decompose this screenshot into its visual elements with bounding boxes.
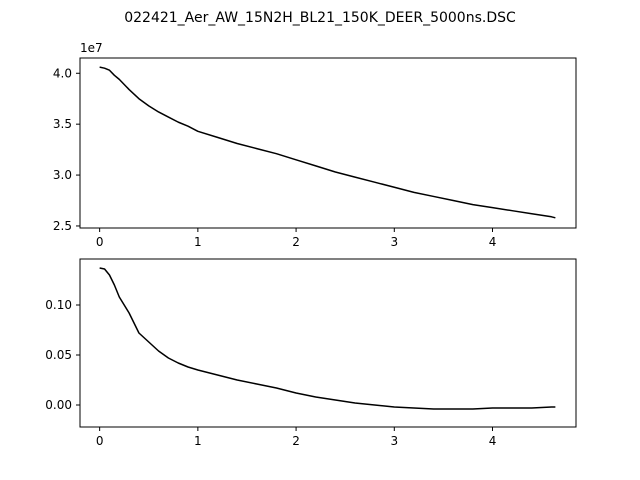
bottom-y-tick-label: 0.10 xyxy=(45,298,72,312)
top-x-tick-label: 2 xyxy=(292,235,300,249)
top-x-tick-label: 4 xyxy=(489,235,497,249)
top-x-tick-label: 1 xyxy=(194,235,202,249)
bottom-series-line xyxy=(99,267,556,410)
bottom-x-tick-label: 2 xyxy=(292,434,300,448)
top-y-tick-label: 4.0 xyxy=(53,66,72,80)
top-y-tick-label: 2.5 xyxy=(53,219,72,233)
top-subplot: 1e7 0 1 2 3 4 2.5 3.0 3.5 4.0 xyxy=(53,41,577,249)
top-series-line xyxy=(99,66,556,219)
bottom-x-tick-label: 3 xyxy=(390,434,398,448)
top-y-offset-label: 1e7 xyxy=(80,41,103,55)
bottom-x-tick-label: 0 xyxy=(96,434,104,448)
top-x-tick-label: 3 xyxy=(390,235,398,249)
top-x-tick-label: 0 xyxy=(96,235,104,249)
bottom-subplot: 0 1 2 3 4 0.00 0.05 0.10 xyxy=(45,258,577,448)
top-y-tick-label: 3.5 xyxy=(53,117,72,131)
figure-title: 022421_Aer_AW_15N2H_BL21_150K_DEER_5000n… xyxy=(124,10,516,26)
bottom-x-ticks: 0 1 2 3 4 xyxy=(96,427,497,448)
bottom-series-group xyxy=(99,267,556,410)
bottom-x-tick-label: 4 xyxy=(489,434,497,448)
top-y-ticks: 2.5 3.0 3.5 4.0 xyxy=(53,66,80,233)
top-series-group xyxy=(99,66,556,219)
bottom-plot-frame xyxy=(79,258,577,428)
bottom-y-ticks: 0.00 0.05 0.10 xyxy=(45,298,80,412)
top-x-ticks: 0 1 2 3 4 xyxy=(96,228,497,249)
top-y-tick-label: 3.0 xyxy=(53,168,72,182)
bottom-y-tick-label: 0.00 xyxy=(45,398,72,412)
bottom-y-tick-label: 0.05 xyxy=(45,348,72,362)
top-plot-frame xyxy=(79,57,577,229)
bottom-x-tick-label: 1 xyxy=(194,434,202,448)
